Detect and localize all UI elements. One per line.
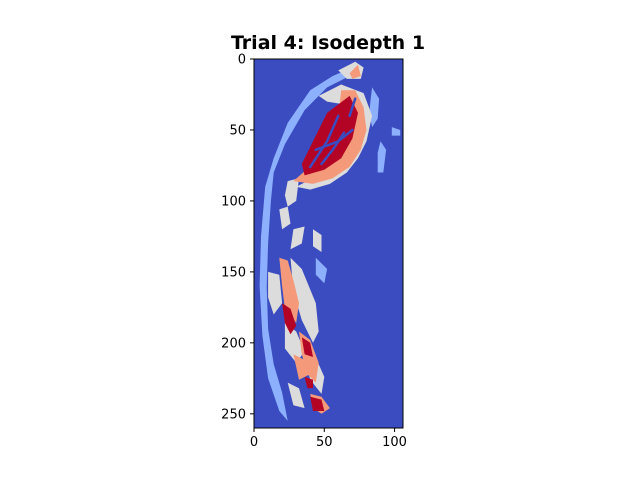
chart-title: Trial 4: Isodepth 1 <box>231 32 425 54</box>
heatmap-streak <box>348 97 357 118</box>
y-tick-label: 50 <box>229 123 246 138</box>
x-tick-label: 0 <box>250 435 258 450</box>
heatmap-region-level-4 <box>310 396 325 411</box>
heatmap-region-level-1 <box>391 127 401 136</box>
heatmap-region-level-4 <box>304 376 313 389</box>
heatmap-region-level-3 <box>279 257 299 323</box>
heatmap-region-level-2 <box>268 271 283 315</box>
heatmap-region-level-2 <box>313 229 322 252</box>
y-tick-label: 100 <box>221 194 246 209</box>
x-tick-label: 50 <box>316 435 333 450</box>
y-tick-label: 0 <box>238 53 246 68</box>
heatmap-region-level-3 <box>293 354 311 380</box>
heatmap-region-level-3 <box>349 64 361 79</box>
heatmap-region-level-1 <box>377 141 387 173</box>
y-tick-label: 250 <box>221 407 246 422</box>
heatmap-region-level-2 <box>290 257 319 343</box>
heatmap-region-level-2 <box>284 178 299 207</box>
y-tick-label: 200 <box>221 336 246 351</box>
heatmap-streak <box>314 128 354 152</box>
heatmap-streak <box>308 114 340 169</box>
heatmap-region-level-2 <box>290 226 305 250</box>
heatmap-region-level-1 <box>315 257 328 284</box>
y-tick-label: 150 <box>221 265 246 280</box>
heatmap-region-level-2 <box>287 382 305 409</box>
x-tick-label: 100 <box>382 435 407 450</box>
heatmap-region-level-4 <box>282 303 297 335</box>
heatmap-region-level-2 <box>279 206 291 230</box>
plot-frame <box>253 58 404 429</box>
heatmap-region-level-4 <box>301 337 313 357</box>
